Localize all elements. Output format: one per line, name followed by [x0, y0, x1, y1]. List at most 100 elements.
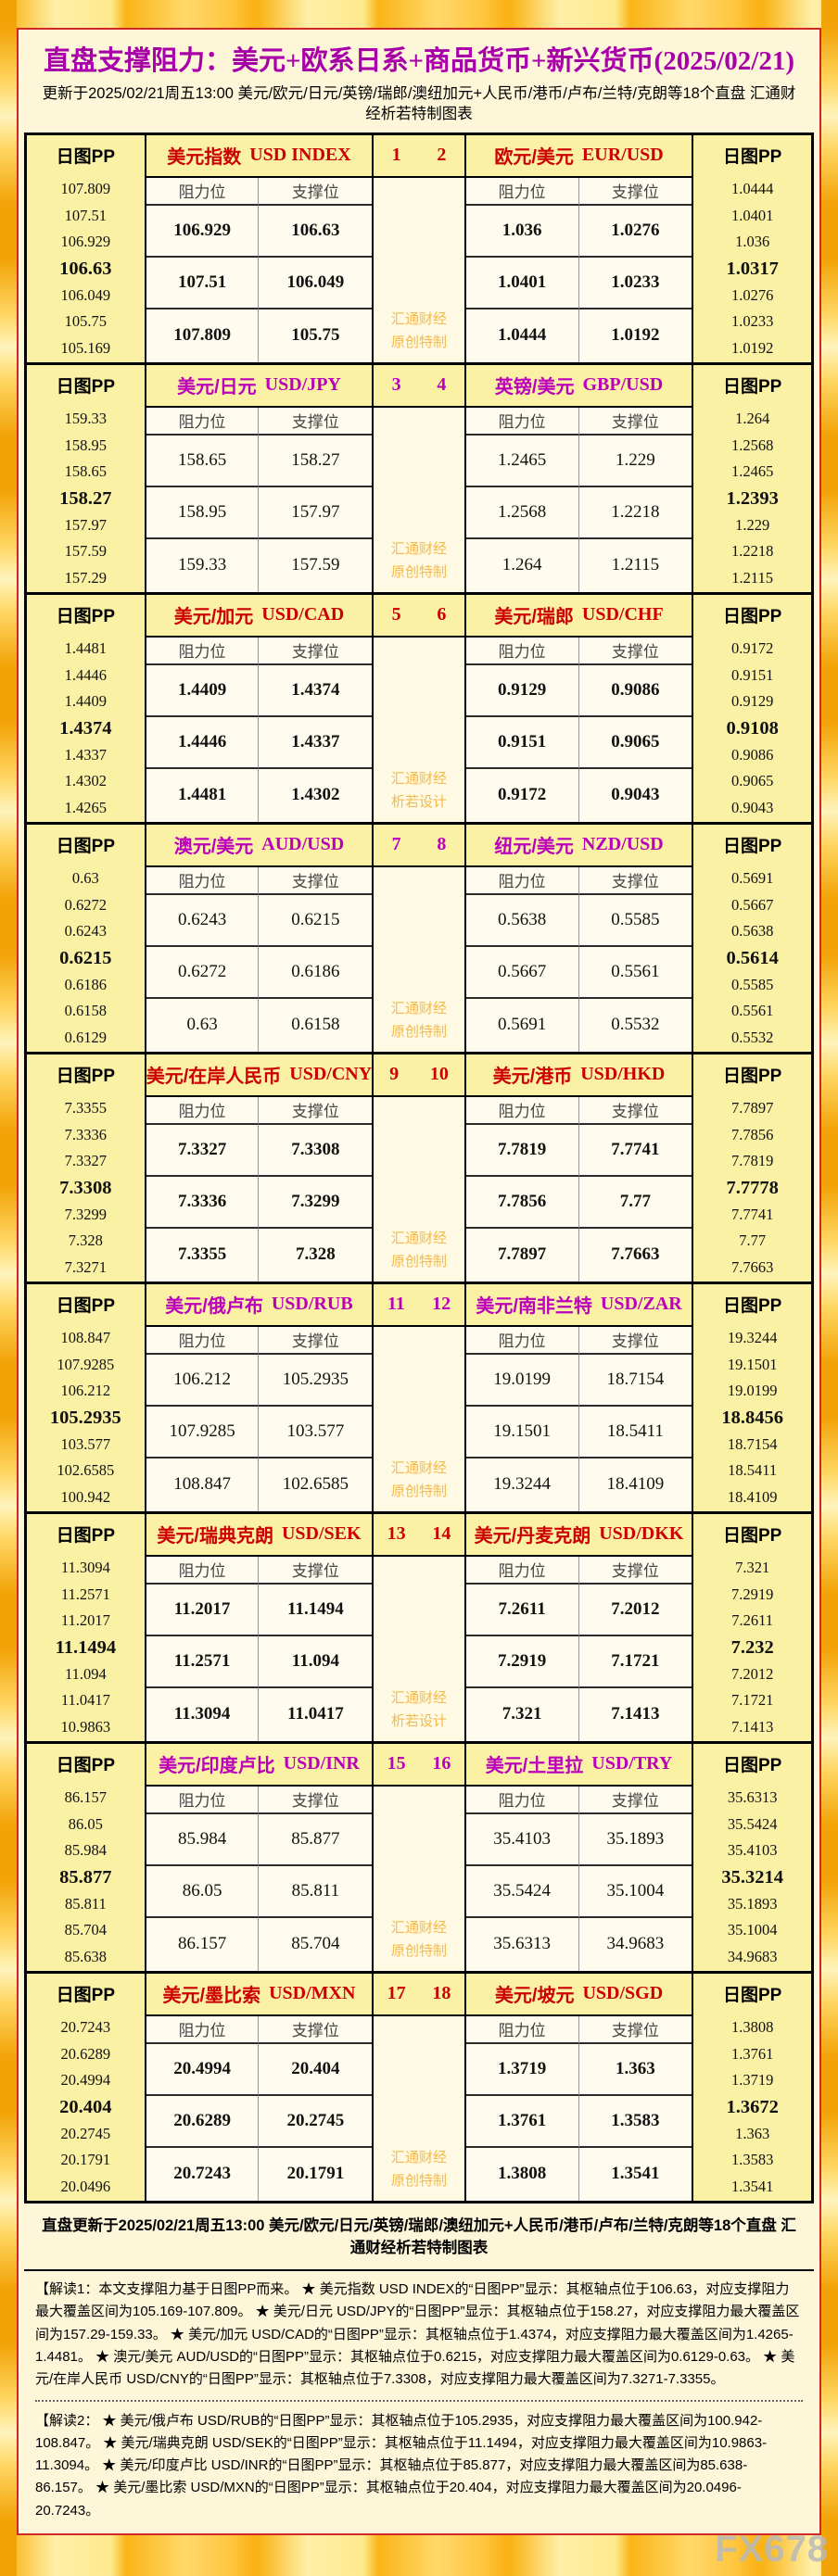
- pp-level: 85.811: [64, 1894, 107, 1913]
- resistance-support-table: 阻力位 支撑位 0.6243 0.6215 0.6272 0.6186 0.63…: [146, 866, 373, 1052]
- pair-name-zh: 美元/丹麦克朗: [474, 1526, 591, 1547]
- pp-level: 85.984: [64, 1841, 108, 1860]
- pp-level: 0.9086: [730, 745, 774, 764]
- resistance-value: 86.157: [146, 1918, 260, 1971]
- pair-numbers: 17 18: [374, 1973, 464, 2016]
- pair-numbers: 1 2: [374, 134, 464, 178]
- pp-pivot-level: 11.1494: [55, 1636, 117, 1658]
- pp-level: 10.9863: [60, 1718, 111, 1736]
- watermark-line: 原创特制: [390, 1942, 447, 1959]
- pp-level: 7.3271: [64, 1258, 108, 1277]
- pair-name-en: USD/INR: [283, 1753, 360, 1774]
- daily-pp-label: 日图PP: [56, 1986, 116, 2006]
- pp-level: 7.321: [735, 1558, 770, 1576]
- pp-level: 0.9151: [730, 665, 774, 684]
- resistance-value: 158.65: [146, 435, 260, 487]
- resistance-value: 1.0401: [465, 257, 579, 310]
- pair-name-en: USD/JPY: [264, 374, 341, 396]
- resistance-value: 7.2919: [465, 1635, 579, 1689]
- pair-index-column: 7 8 汇通财经 原创特制: [372, 824, 466, 1052]
- pair-number-left: 15: [387, 1753, 406, 1774]
- resistance-header: 阻力位: [465, 2015, 579, 2044]
- watermark-line: 汇通财经: [390, 1920, 447, 1937]
- pp-level: 1.3761: [730, 2044, 774, 2063]
- support-value: 11.094: [259, 1635, 373, 1689]
- pair-numbers: 11 12: [374, 1283, 464, 1327]
- currency-pair-block: 日图PP 86.157 86.05 85.984 85.877 85.811 8…: [27, 1743, 811, 1974]
- resistance-value: 7.321: [465, 1688, 579, 1741]
- pair-name-en: USD/MXN: [269, 1983, 356, 2004]
- pp-level: 1.2568: [730, 436, 774, 454]
- pp-pivot-level: 7.7778: [726, 1177, 779, 1198]
- daily-pp-column-left: 日图PP 0.63 0.6272 0.6243 0.6215 0.6186 0.…: [27, 824, 146, 1052]
- resistance-header: 阻力位: [465, 407, 579, 436]
- resistance-value: 106.212: [146, 1354, 260, 1407]
- pp-level: 0.9129: [730, 692, 774, 711]
- daily-pp-column-left: 日图PP 86.157 86.05 85.984 85.877 85.811 8…: [27, 1743, 146, 1971]
- resistance-support-table: 阻力位 支撑位 20.4994 20.404 20.6289 20.2745 2…: [146, 2015, 373, 2201]
- pair-title: 美元/俄卢布 USD/RUB: [146, 1283, 373, 1327]
- pair-name-en: USD INDEX: [249, 145, 351, 166]
- pp-level: 0.6158: [64, 1002, 108, 1020]
- pair-name-zh: 英镑/美元: [494, 377, 575, 398]
- daily-pp-column-left: 日图PP 108.847 107.9285 106.212 105.2935 1…: [27, 1283, 146, 1511]
- pp-level: 105.169: [60, 339, 111, 358]
- pp-level: 20.4994: [60, 2071, 111, 2090]
- pair-name-zh: 美元/港币: [492, 1067, 573, 1088]
- pair-title: 纽元/美元 NZD/USD: [465, 824, 692, 867]
- pair-name-en: USD/HKD: [580, 1064, 666, 1085]
- resistance-header: 阻力位: [465, 1096, 579, 1125]
- support-value: 35.1004: [578, 1865, 692, 1919]
- resistance-value: 20.4994: [146, 2043, 260, 2096]
- resistance-support-table: 阻力位 支撑位 1.2465 1.229 1.2568 1.2218 1.264…: [465, 407, 692, 592]
- resistance-value: 0.5667: [465, 946, 579, 1000]
- pair-number-right: 14: [432, 1523, 451, 1545]
- pp-level: 20.0496: [60, 2178, 111, 2196]
- daily-pp-label: 日图PP: [722, 607, 782, 627]
- pp-level: 0.9065: [730, 772, 774, 790]
- daily-pp-column-right: 日图PP 7.7897 7.7856 7.7819 7.7778 7.7741 …: [692, 1054, 811, 1282]
- pair-title: 美元/南非兰特 USD/ZAR: [465, 1283, 692, 1327]
- pp-pivot-level: 35.3214: [721, 1866, 783, 1888]
- pair-name-zh: 美元/南非兰特: [476, 1296, 592, 1318]
- resistance-value: 19.0199: [465, 1354, 579, 1407]
- pair-name-zh: 美元指数: [167, 147, 242, 169]
- pp-level: 11.094: [64, 1664, 107, 1683]
- pair-title: 美元/印度卢比 USD/INR: [146, 1743, 373, 1787]
- watermark-line: 原创特制: [390, 1483, 447, 1499]
- watermark-line: 汇通财经: [390, 1231, 447, 1247]
- pp-level: 1.3808: [730, 2017, 774, 2036]
- support-value: 1.363: [578, 2043, 692, 2096]
- resistance-support-table: 阻力位 支撑位 106.212 105.2935 107.9285 103.57…: [146, 1326, 373, 1511]
- brand-watermark-block: 汇通财经 原创特制: [374, 1917, 463, 1971]
- pp-level: 0.5532: [730, 1029, 774, 1047]
- pair-table-right: 美元/瑞郎 USD/CHF 阻力位 支撑位 0.9129 0.9086 0.91…: [465, 594, 692, 822]
- pp-level: 106.929: [60, 233, 111, 251]
- daily-pp-column-right: 日图PP 7.321 7.2919 7.2611 7.232 7.2012 7.…: [692, 1513, 811, 1741]
- pp-level: 20.7243: [60, 2017, 111, 2036]
- resistance-value: 1.0444: [465, 309, 579, 362]
- pair-numbers: 7 8: [374, 824, 464, 867]
- pp-level: 1.4337: [64, 745, 108, 764]
- currency-pair-block: 日图PP 159.33 158.95 158.65 158.27 157.97 …: [27, 364, 811, 595]
- pp-level: 1.4446: [64, 665, 108, 684]
- pp-level: 35.5424: [727, 1814, 778, 1833]
- pp-level: 20.2745: [60, 2124, 111, 2142]
- pair-name-en: USD/CHF: [581, 604, 664, 625]
- pair-name-zh: 美元/墨比索: [162, 1986, 261, 2007]
- support-value: 0.6186: [259, 946, 373, 1000]
- pp-level: 7.328: [68, 1231, 103, 1250]
- pair-numbers: 3 4: [374, 364, 464, 408]
- pair-table-right: 美元/南非兰特 USD/ZAR 阻力位 支撑位 19.0199 18.7154 …: [465, 1283, 692, 1511]
- note-interpretation-1: 【解读1：本文支撑阻力基于日图PP而来。 ★ 美元指数 USD INDEX的“日…: [35, 2279, 803, 2402]
- daily-pp-label: 日图PP: [722, 837, 782, 857]
- support-value: 105.2935: [259, 1354, 373, 1407]
- pp-level: 11.0417: [60, 1691, 110, 1710]
- footer-notes: 【解读1：本文支撑阻力基于日图PP而来。 ★ 美元指数 USD INDEX的“日…: [24, 2269, 814, 2533]
- support-value: 0.9065: [578, 716, 692, 770]
- pp-level: 7.7663: [730, 1258, 774, 1277]
- support-value: 35.1893: [578, 1813, 692, 1866]
- pp-level: 1.4265: [64, 799, 108, 817]
- support-value: 0.5585: [578, 894, 692, 947]
